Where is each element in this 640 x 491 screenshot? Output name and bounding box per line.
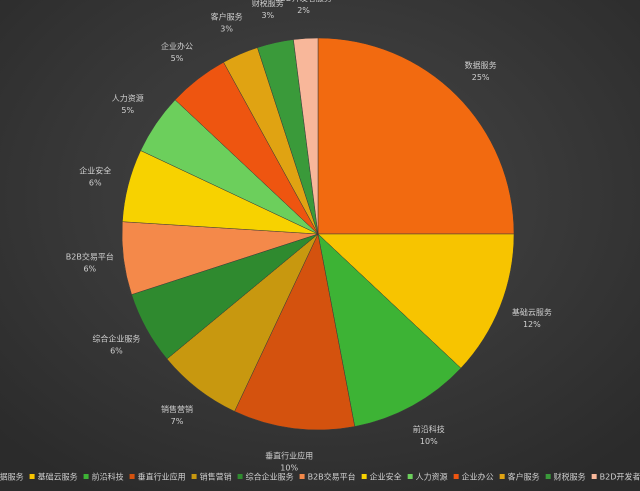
- pie-slice: [234, 233, 356, 431]
- pie-slice: [317, 233, 462, 427]
- slice-label: B2D开发者服务: [275, 0, 332, 3]
- legend-swatch: [29, 474, 35, 479]
- pie-slice: [317, 37, 515, 235]
- legend-swatch: [191, 474, 197, 479]
- legend-label: B2B交易平台: [308, 472, 356, 482]
- slice-label: 基础云服务: [512, 307, 552, 317]
- slice-label: 综合企业服务: [92, 333, 140, 343]
- slice-value: 2%: [297, 6, 310, 15]
- legend-swatch: [591, 474, 597, 479]
- slice-label: B2B交易平台: [66, 251, 114, 261]
- slice-label: 前沿科技: [413, 424, 445, 434]
- legend-label: B2D开发者服务: [600, 472, 640, 482]
- slice-label: 垂直行业应用: [265, 451, 313, 461]
- legend-swatch: [361, 474, 367, 479]
- slice-label: 数据服务: [465, 60, 497, 70]
- slice-label: 人力资源: [112, 93, 144, 103]
- legend-label: 企业办公: [462, 472, 494, 482]
- slice-value: 25%: [472, 73, 490, 82]
- slice-label: 销售营销: [161, 404, 193, 414]
- legend-swatch: [407, 474, 413, 479]
- legend-swatch: [545, 474, 551, 479]
- legend-label: 基础云服务: [38, 472, 78, 482]
- legend-swatch: [129, 474, 135, 479]
- slice-value: 6%: [110, 346, 123, 355]
- slice-label: 客户服务: [211, 11, 243, 21]
- legend-label: 垂直行业应用: [138, 472, 186, 482]
- slice-value: 10%: [280, 464, 298, 473]
- slice-label: 企业办公: [161, 41, 193, 51]
- legend-swatch: [453, 474, 459, 479]
- slice-value: 5%: [121, 106, 134, 115]
- legend-swatch: [499, 474, 505, 479]
- slice-value: 12%: [523, 320, 541, 329]
- slice-value: 3%: [261, 11, 274, 20]
- slice-value: 10%: [420, 437, 438, 446]
- slice-value: 5%: [171, 54, 184, 63]
- legend-label: 综合企业服务: [246, 472, 294, 482]
- slice-value: 6%: [89, 178, 102, 187]
- legend-label: 客户服务: [508, 472, 540, 482]
- legend-label: 财税服务: [554, 472, 586, 482]
- slice-value: 6%: [83, 264, 96, 273]
- pie-slice: [317, 233, 515, 369]
- slice-label: 企业安全: [79, 165, 111, 175]
- legend-swatch: [83, 474, 89, 479]
- legend-label: 人力资源: [416, 472, 448, 482]
- legend-label: 销售营销: [200, 472, 232, 482]
- slice-value: 3%: [220, 24, 233, 33]
- legend-label: 前沿科技: [92, 472, 124, 482]
- legend-label: 数据服务: [0, 472, 24, 482]
- legend-label: 企业安全: [370, 472, 402, 482]
- legend-swatch: [299, 474, 305, 479]
- slice-label: 财税服务: [252, 0, 284, 8]
- slice-value: 7%: [171, 417, 184, 426]
- pie-slice: [293, 37, 319, 235]
- legend-swatch: [237, 474, 243, 479]
